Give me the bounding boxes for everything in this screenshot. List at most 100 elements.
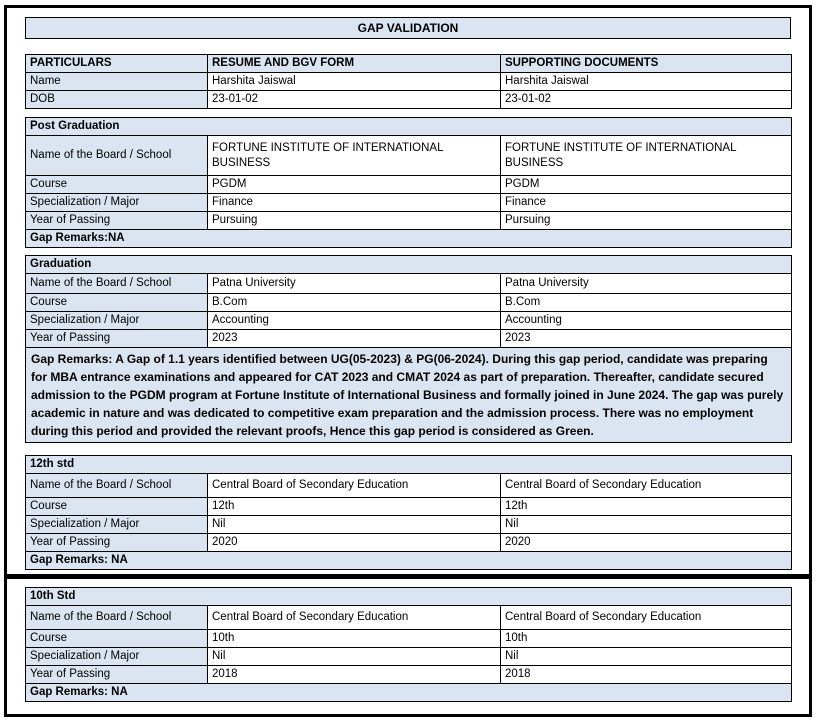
cell-board-resume: Patna University bbox=[207, 273, 501, 294]
table-row-board-school: Name of the Board / School FORTUNE INSTI… bbox=[25, 135, 793, 176]
cell-course-resume: PGDM bbox=[207, 175, 501, 194]
table-row-year-of-passing: Year of Passing 2020 2020 bbox=[25, 533, 793, 552]
row-label-name: Name bbox=[25, 72, 208, 91]
cell-board-supporting: FORTUNE INSTITUTE OF INTERNATIONAL BUSIN… bbox=[499, 135, 793, 176]
gap-remarks-12th-std: Gap Remarks: NA bbox=[24, 551, 793, 570]
cell-specialization-supporting: Nil bbox=[500, 647, 792, 666]
cell-year-resume: 2018 bbox=[207, 665, 501, 684]
cell-specialization-supporting: Finance bbox=[499, 193, 793, 212]
cell-board-supporting: Central Board of Secondary Education bbox=[500, 605, 792, 630]
row-label-board-school: Name of the Board / School bbox=[25, 273, 208, 294]
table-row-specialization: Specialization / Major Accounting Accoun… bbox=[25, 311, 793, 330]
section-table-post-graduation: Post Graduation Name of the Board / Scho… bbox=[24, 117, 793, 248]
cell-specialization-resume: Nil bbox=[207, 647, 501, 666]
cell-course-resume: 12th bbox=[207, 497, 501, 516]
table-row-dob: DOB 23-01-02 23-01-02 bbox=[25, 90, 792, 109]
gap-remarks-row: Gap Remarks: NA bbox=[24, 551, 793, 570]
row-label-year-of-passing: Year of Passing bbox=[25, 329, 208, 348]
section-heading-12th-std: 12th std bbox=[24, 455, 793, 474]
cell-year-supporting: 2020 bbox=[499, 533, 793, 552]
row-label-course: Course bbox=[25, 293, 208, 312]
row-label-year-of-passing: Year of Passing bbox=[25, 211, 208, 230]
gap-remarks-row: Gap Remarks: A Gap of 1.1 years identifi… bbox=[24, 347, 793, 443]
section-header-row: 12th std bbox=[24, 455, 793, 474]
table-row-course: Course 12th 12th bbox=[25, 497, 793, 516]
table-row-specialization: Specialization / Major Nil Nil bbox=[25, 515, 793, 534]
row-label-course: Course bbox=[25, 497, 208, 516]
identity-table: PARTICULARS RESUME AND BGV FORM SUPPORTI… bbox=[25, 54, 792, 109]
cell-name-resume: Harshita Jaiswal bbox=[207, 72, 501, 91]
table-header-row: PARTICULARS RESUME AND BGV FORM SUPPORTI… bbox=[25, 54, 792, 73]
table-row-course: Course PGDM PGDM bbox=[25, 175, 793, 194]
cell-board-resume: FORTUNE INSTITUTE OF INTERNATIONAL BUSIN… bbox=[207, 135, 501, 176]
gap-remarks-row: Gap Remarks: NA bbox=[25, 683, 792, 702]
section-heading-post-graduation: Post Graduation bbox=[24, 117, 793, 136]
section-table-10th-std: 10th Std Name of the Board / School Cent… bbox=[25, 587, 792, 702]
table-row-course: Course 10th 10th bbox=[25, 629, 792, 648]
gap-remarks-row: Gap Remarks:NA bbox=[24, 229, 793, 248]
row-label-dob: DOB bbox=[25, 90, 208, 109]
table-row-name: Name Harshita Jaiswal Harshita Jaiswal bbox=[25, 72, 792, 91]
table-row-year-of-passing: Year of Passing 2023 2023 bbox=[25, 329, 793, 348]
row-label-specialization: Specialization / Major bbox=[25, 515, 208, 534]
table-row-board-school: Name of the Board / School Central Board… bbox=[25, 605, 792, 630]
cell-board-supporting: Central Board of Secondary Education bbox=[499, 473, 793, 498]
section-heading-graduation: Graduation bbox=[24, 255, 793, 274]
row-label-course: Course bbox=[25, 629, 208, 648]
cell-course-supporting: B.Com bbox=[499, 293, 793, 312]
cell-dob-resume: 23-01-02 bbox=[207, 90, 501, 109]
row-label-specialization: Specialization / Major bbox=[25, 647, 208, 666]
cell-dob-supporting: 23-01-02 bbox=[500, 90, 792, 109]
section-header-row: 10th Std bbox=[25, 587, 792, 606]
row-label-year-of-passing: Year of Passing bbox=[25, 665, 208, 684]
document-sheet: GAP VALIDATION PARTICULARS RESUME AND BG… bbox=[4, 5, 812, 717]
column-header-supporting-docs: SUPPORTING DOCUMENTS bbox=[500, 54, 792, 73]
cell-board-resume: Central Board of Secondary Education bbox=[207, 605, 501, 630]
gap-remarks-post-graduation: Gap Remarks:NA bbox=[24, 229, 793, 248]
row-label-board-school: Name of the Board / School bbox=[25, 473, 208, 498]
cell-board-supporting: Patna University bbox=[499, 273, 793, 294]
cell-year-resume: Pursuing bbox=[207, 211, 501, 230]
cell-year-supporting: 2018 bbox=[500, 665, 792, 684]
table-row-course: Course B.Com B.Com bbox=[25, 293, 793, 312]
table-row-specialization: Specialization / Major Finance Finance bbox=[25, 193, 793, 212]
cell-year-resume: 2020 bbox=[207, 533, 501, 552]
column-header-particulars: PARTICULARS bbox=[25, 54, 208, 73]
table-row-board-school: Name of the Board / School Patna Univers… bbox=[25, 273, 793, 294]
cell-specialization-resume: Accounting bbox=[207, 311, 501, 330]
row-label-course: Course bbox=[25, 175, 208, 194]
column-header-resume-bgv: RESUME AND BGV FORM bbox=[207, 54, 501, 73]
gap-remarks-graduation: Gap Remarks: A Gap of 1.1 years identifi… bbox=[24, 347, 793, 443]
row-label-board-school: Name of the Board / School bbox=[25, 135, 208, 176]
table-row-board-school: Name of the Board / School Central Board… bbox=[25, 473, 793, 498]
row-label-year-of-passing: Year of Passing bbox=[25, 533, 208, 552]
cell-specialization-supporting: Nil bbox=[499, 515, 793, 534]
table-row-year-of-passing: Year of Passing Pursuing Pursuing bbox=[25, 211, 793, 230]
gap-remarks-10th-std: Gap Remarks: NA bbox=[25, 683, 792, 702]
section-header-row: Post Graduation bbox=[24, 117, 793, 136]
table-row-year-of-passing: Year of Passing 2018 2018 bbox=[25, 665, 792, 684]
table-row-specialization: Specialization / Major Nil Nil bbox=[25, 647, 792, 666]
cell-name-supporting: Harshita Jaiswal bbox=[500, 72, 792, 91]
document-title: GAP VALIDATION bbox=[25, 17, 791, 39]
cell-specialization-resume: Finance bbox=[207, 193, 501, 212]
section-divider bbox=[7, 574, 809, 579]
cell-course-resume: B.Com bbox=[207, 293, 501, 312]
section-table-graduation: Graduation Name of the Board / School Pa… bbox=[24, 255, 793, 443]
cell-board-resume: Central Board of Secondary Education bbox=[207, 473, 501, 498]
cell-year-supporting: 2023 bbox=[499, 329, 793, 348]
cell-course-supporting: 12th bbox=[499, 497, 793, 516]
cell-course-supporting: 10th bbox=[500, 629, 792, 648]
cell-specialization-supporting: Accounting bbox=[499, 311, 793, 330]
cell-course-resume: 10th bbox=[207, 629, 501, 648]
cell-year-resume: 2023 bbox=[207, 329, 501, 348]
section-table-12th-std: 12th std Name of the Board / School Cent… bbox=[24, 455, 793, 570]
cell-year-supporting: Pursuing bbox=[499, 211, 793, 230]
cell-specialization-resume: Nil bbox=[207, 515, 501, 534]
section-heading-10th-std: 10th Std bbox=[25, 587, 792, 606]
row-label-specialization: Specialization / Major bbox=[25, 311, 208, 330]
row-label-board-school: Name of the Board / School bbox=[25, 605, 208, 630]
cell-course-supporting: PGDM bbox=[499, 175, 793, 194]
row-label-specialization: Specialization / Major bbox=[25, 193, 208, 212]
section-header-row: Graduation bbox=[24, 255, 793, 274]
